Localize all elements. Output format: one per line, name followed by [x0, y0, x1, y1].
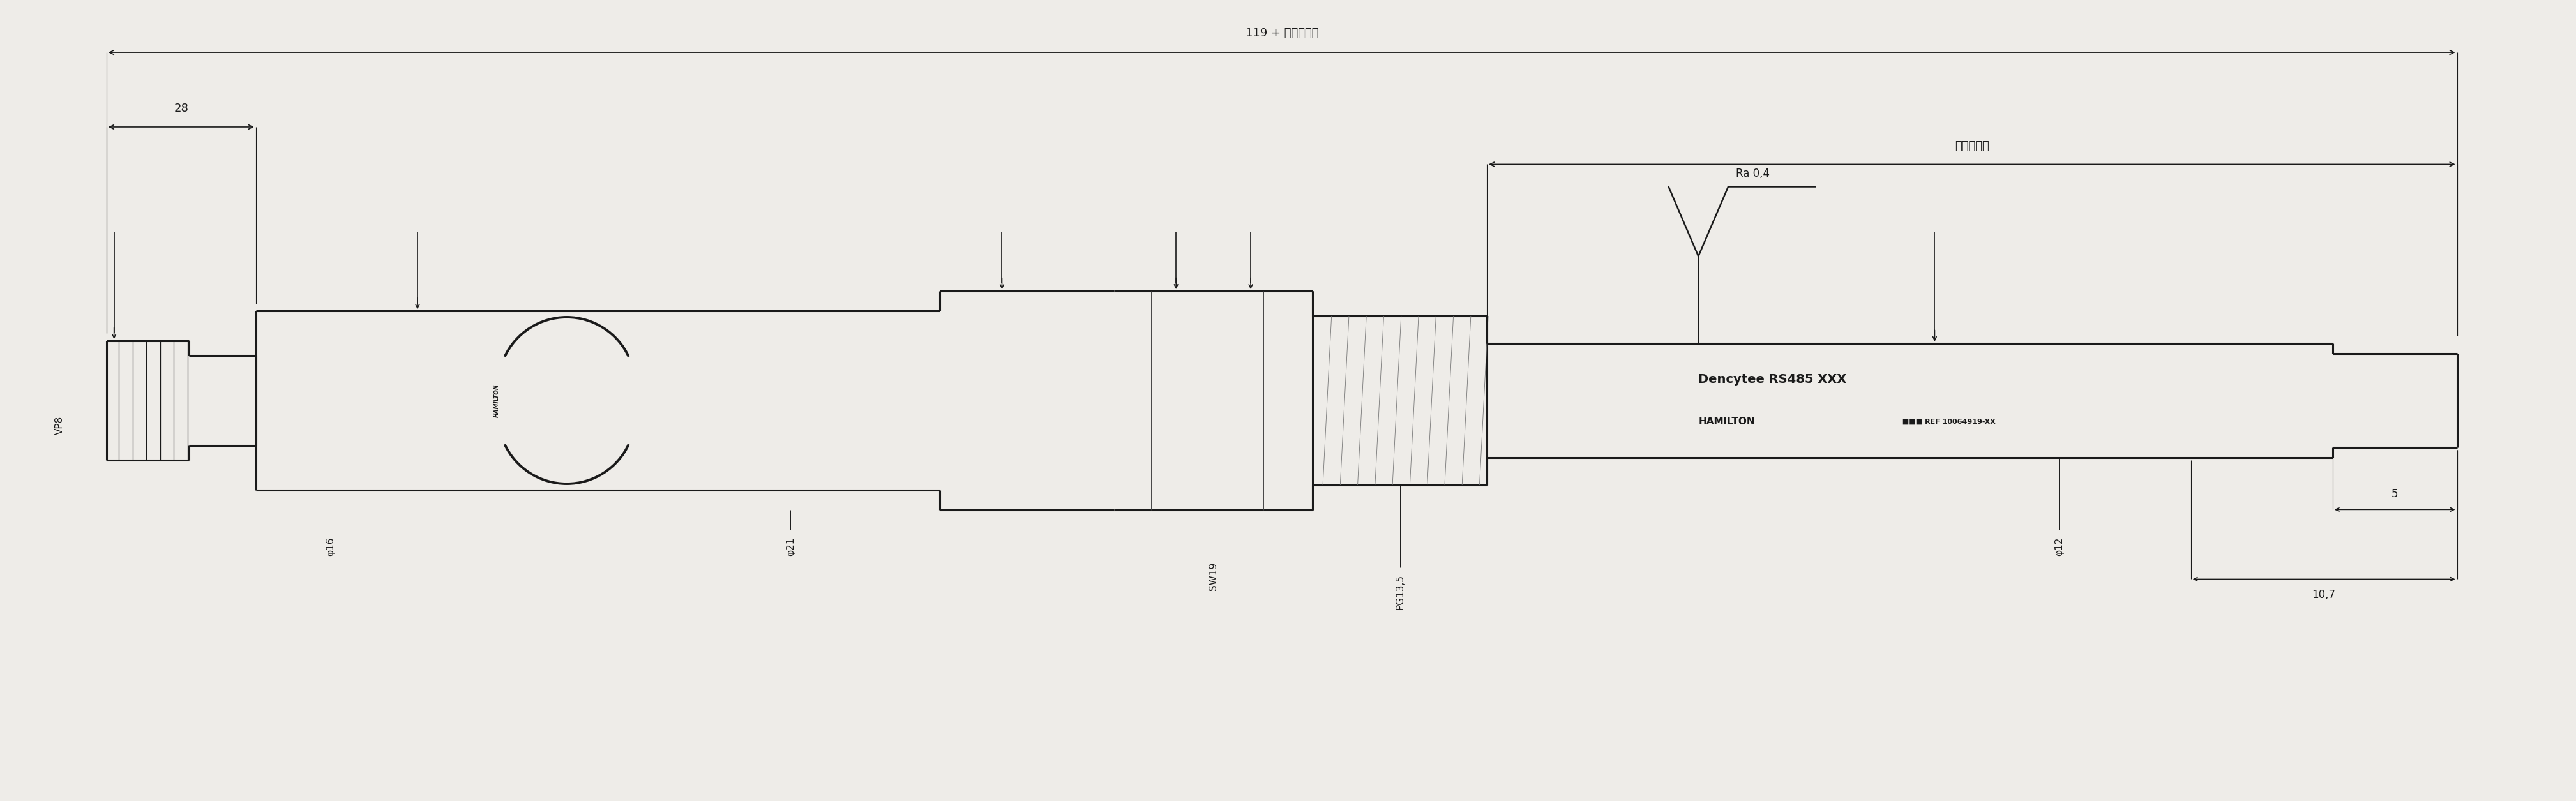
Text: φ12: φ12 [2053, 537, 2063, 556]
Text: SW19: SW19 [1208, 562, 1218, 590]
Text: シャフト長: シャフト長 [1955, 140, 1989, 152]
Text: HAMILTON: HAMILTON [495, 384, 500, 417]
Text: PG13,5: PG13,5 [1396, 574, 1404, 610]
Text: 28: 28 [175, 103, 188, 115]
Text: Dencytee RS485 XXX: Dencytee RS485 XXX [1698, 373, 1847, 385]
Text: Ra 0,4: Ra 0,4 [1736, 167, 1770, 179]
Text: 119 + シャフト長: 119 + シャフト長 [1244, 27, 1319, 38]
Text: φ16: φ16 [325, 537, 335, 556]
Text: 5: 5 [2391, 488, 2398, 500]
Text: HAMILTON: HAMILTON [1698, 417, 1754, 426]
Text: 10,7: 10,7 [2313, 589, 2336, 601]
Text: VP8: VP8 [54, 416, 64, 435]
Text: φ21: φ21 [786, 537, 796, 556]
Text: ■■■ REF 10064919-XX: ■■■ REF 10064919-XX [1899, 418, 1996, 425]
